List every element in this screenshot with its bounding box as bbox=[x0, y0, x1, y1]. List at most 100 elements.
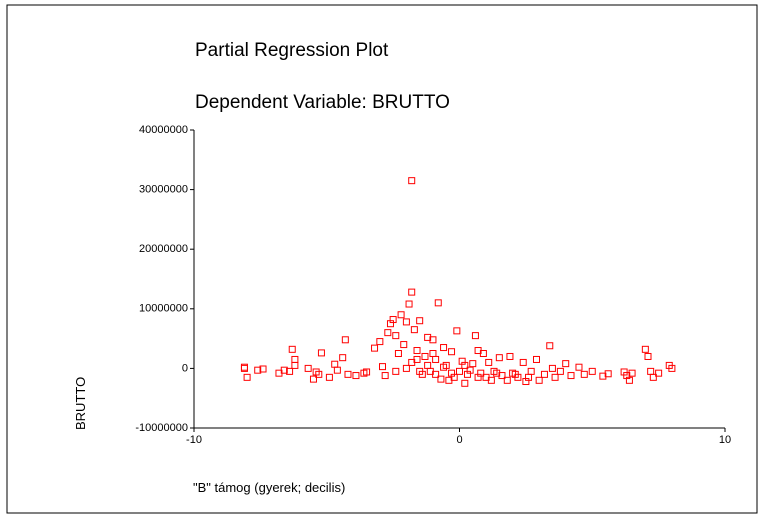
point bbox=[339, 354, 347, 362]
point bbox=[392, 367, 400, 375]
point bbox=[400, 341, 408, 349]
point bbox=[394, 350, 402, 357]
point bbox=[580, 370, 588, 378]
point bbox=[506, 352, 514, 360]
point bbox=[448, 369, 456, 377]
point bbox=[389, 316, 397, 324]
point bbox=[487, 376, 495, 384]
point bbox=[416, 367, 424, 375]
point bbox=[286, 367, 294, 375]
point bbox=[379, 363, 387, 371]
point bbox=[453, 327, 461, 335]
point bbox=[254, 366, 262, 374]
point bbox=[498, 372, 506, 380]
point bbox=[243, 373, 251, 381]
point bbox=[371, 344, 379, 352]
y-tick-label: 30000000 bbox=[139, 184, 188, 196]
point bbox=[392, 332, 400, 340]
point bbox=[437, 375, 445, 383]
point bbox=[424, 333, 432, 341]
point bbox=[315, 370, 323, 378]
point bbox=[525, 373, 533, 381]
point bbox=[288, 345, 296, 353]
point bbox=[402, 318, 410, 326]
y-tick-label: 10000000 bbox=[139, 303, 188, 315]
x-tick-label: 10 bbox=[719, 434, 731, 446]
point bbox=[474, 373, 482, 381]
point bbox=[551, 373, 559, 381]
point bbox=[567, 372, 575, 380]
point bbox=[429, 350, 437, 357]
point bbox=[424, 361, 432, 369]
chart-title: Partial Regression Plot bbox=[195, 40, 389, 61]
point bbox=[628, 369, 636, 377]
point bbox=[413, 347, 421, 355]
point bbox=[548, 364, 556, 372]
point bbox=[240, 363, 248, 371]
point bbox=[471, 332, 479, 340]
x-tick-label: -10 bbox=[186, 434, 202, 446]
y-tick-label: -10000000 bbox=[135, 422, 188, 434]
point bbox=[532, 355, 540, 363]
point bbox=[599, 372, 607, 380]
point bbox=[556, 367, 564, 375]
point bbox=[546, 342, 554, 350]
point bbox=[644, 352, 652, 360]
point bbox=[341, 336, 349, 344]
point bbox=[625, 376, 633, 384]
point bbox=[325, 373, 333, 381]
point bbox=[317, 349, 325, 357]
point bbox=[588, 367, 596, 375]
point bbox=[344, 370, 352, 378]
point bbox=[511, 370, 519, 378]
point bbox=[448, 348, 456, 356]
point bbox=[562, 360, 570, 368]
point bbox=[668, 364, 676, 372]
point bbox=[397, 311, 405, 319]
point bbox=[413, 355, 421, 363]
y-axis-label: BRUTTO bbox=[73, 377, 88, 430]
y-tick-label: 40000000 bbox=[139, 124, 188, 136]
point bbox=[466, 366, 474, 374]
point bbox=[493, 369, 501, 377]
point bbox=[461, 379, 469, 387]
x-axis-label: "B" támog (gyerek; decilis) bbox=[193, 480, 345, 495]
point bbox=[376, 338, 384, 346]
point bbox=[434, 299, 442, 307]
point bbox=[291, 361, 299, 369]
point bbox=[535, 376, 543, 384]
point bbox=[485, 358, 493, 366]
point bbox=[309, 375, 317, 383]
point bbox=[641, 345, 649, 353]
point bbox=[440, 344, 448, 352]
point bbox=[363, 368, 371, 376]
point bbox=[575, 363, 583, 371]
point bbox=[649, 373, 657, 381]
point bbox=[408, 177, 416, 185]
point bbox=[410, 326, 418, 334]
point bbox=[259, 365, 267, 373]
point bbox=[540, 370, 548, 378]
y-tick-label: 20000000 bbox=[139, 243, 188, 255]
point bbox=[352, 372, 360, 380]
point bbox=[408, 288, 416, 296]
point bbox=[381, 372, 389, 380]
point bbox=[429, 336, 437, 344]
y-tick-label: 0 bbox=[182, 362, 188, 374]
x-tick-label: 0 bbox=[456, 434, 462, 446]
point bbox=[402, 364, 410, 372]
chart-subtitle: Dependent Variable: BRUTTO bbox=[195, 92, 450, 113]
point bbox=[333, 366, 341, 374]
point bbox=[440, 363, 448, 371]
point bbox=[304, 364, 312, 372]
frame bbox=[6, 4, 758, 514]
point bbox=[280, 366, 288, 374]
point bbox=[604, 370, 612, 378]
point bbox=[461, 361, 469, 369]
point bbox=[519, 358, 527, 366]
point bbox=[479, 350, 487, 357]
point bbox=[405, 300, 413, 308]
point bbox=[421, 352, 429, 360]
point bbox=[416, 317, 424, 325]
